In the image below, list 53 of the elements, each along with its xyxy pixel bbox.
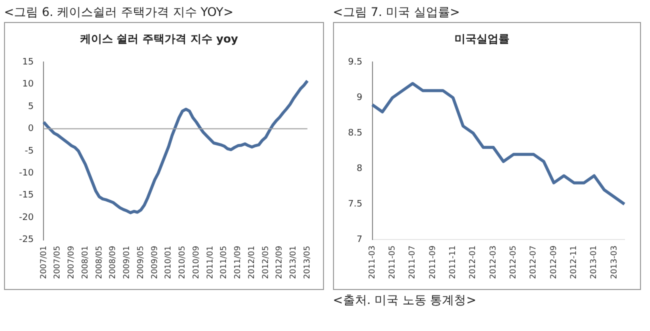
x-tick-label: 2011-09 — [428, 246, 437, 280]
y-tick-label: -25 — [18, 235, 34, 246]
x-tick-label: 2011/05 — [219, 246, 228, 279]
y-tick-label: 8.5 — [348, 128, 362, 138]
x-tick-label: 2012-09 — [548, 246, 558, 280]
x-tick-label: 2013-01 — [589, 246, 598, 280]
x-tick-label: 2013/05 — [302, 246, 312, 279]
x-tick-label: 2009/05 — [136, 246, 145, 279]
y-tick-label: -5 — [24, 146, 34, 156]
x-tick-label: 2010/09 — [191, 246, 200, 279]
y-tick-label: 0 — [28, 124, 34, 134]
x-tick-label: 2008/09 — [108, 246, 118, 279]
x-tick-label: 2007/09 — [66, 246, 76, 279]
x-tick-label: 2011-11 — [448, 246, 457, 280]
x-tick-label: 2009/01 — [122, 246, 132, 279]
y-tick-label: 8 — [356, 164, 362, 174]
x-tick-label: 2011-07 — [408, 246, 417, 280]
x-tick-label: 2011-03 — [367, 246, 376, 280]
x-tick-label: 2012-05 — [508, 246, 518, 280]
x-tick-label: 2013/01 — [288, 246, 298, 279]
x-tick-label: 2007/05 — [52, 246, 62, 279]
y-tick-label: 7 — [356, 234, 362, 245]
x-tick-label: 2010/05 — [178, 246, 187, 279]
chart-subtitle: <그림 6. 케이스쉴러 주택가격 지수 YOY> — [4, 4, 234, 21]
x-tick-label: 2012/01 — [246, 246, 256, 279]
text: <출처. 미국 노동 통계청> — [332, 293, 476, 307]
x-tick-label: 2012-01 — [468, 246, 478, 280]
chart-title: 케이스 쉴러 주택가격 지수 yoy — [78, 32, 238, 46]
y-tick-label: -15 — [18, 190, 34, 201]
y-tick-label: 10 — [22, 80, 34, 90]
x-tick-label: 2013-03 — [609, 246, 618, 280]
y-tick-label: -20 — [18, 212, 34, 223]
x-tick-label: 2012/05 — [260, 246, 270, 279]
x-tick-label: 2012-03 — [488, 246, 498, 280]
x-tick-label: 2007/01 — [38, 246, 48, 279]
x-tick-label: 2011/01 — [205, 246, 214, 279]
y-tick-label: 15 — [22, 58, 34, 68]
x-tick-label: 2008/05 — [94, 246, 104, 279]
x-tick-label: 2012-07 — [528, 246, 538, 280]
x-tick-label: 2011/09 — [233, 246, 242, 279]
y-tick-label: 5 — [28, 102, 34, 112]
chart-subtitle: <그림 7. 미국 실업률> — [332, 4, 461, 21]
x-tick-label: 2008/01 — [80, 246, 90, 279]
y-tick-label: 9 — [356, 93, 362, 104]
x-tick-label: 2012-11 — [568, 246, 578, 280]
x-tick-label: 2011-05 — [387, 246, 396, 280]
chart-title: 미국실업률 — [454, 32, 510, 46]
x-tick-label: 2012/09 — [274, 246, 284, 279]
y-tick-label: -10 — [18, 168, 34, 179]
y-tick-label: 7.5 — [348, 199, 362, 210]
x-tick-label: 2010/01 — [164, 246, 173, 279]
x-tick-label: 2009/09 — [150, 246, 159, 279]
y-tick-label: 9.5 — [348, 58, 362, 68]
